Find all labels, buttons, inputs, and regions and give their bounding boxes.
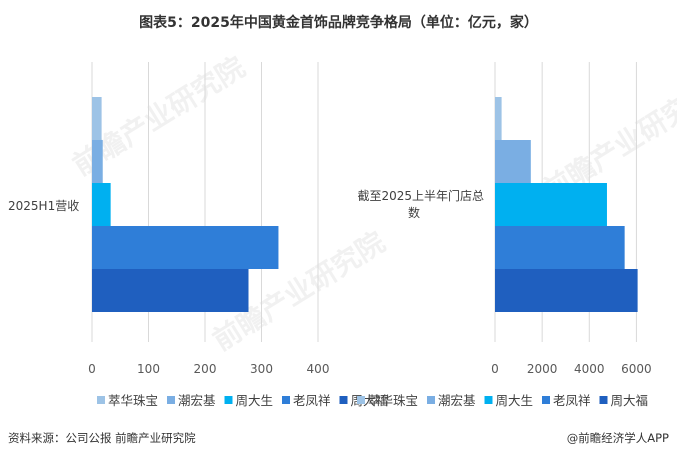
x-tick-label: 200: [194, 362, 217, 376]
bar: [495, 183, 607, 226]
legend-label: 周大生: [496, 393, 534, 408]
legend-swatch: [224, 396, 233, 404]
legend-swatch: [599, 396, 608, 404]
legend-swatch: [357, 396, 365, 404]
bar: [92, 140, 103, 183]
legend-swatch: [427, 396, 435, 404]
legend-swatch: [97, 396, 105, 404]
x-tick-label: 0: [88, 362, 96, 376]
chart-title: 图表5：2025年中国黄金首饰品牌竞争格局（单位：亿元，家）: [139, 15, 538, 31]
x-tick-label: 100: [137, 362, 160, 376]
bar: [92, 97, 102, 140]
bar: [495, 140, 531, 183]
legend-label: 老凤祥: [553, 393, 591, 408]
x-tick-label: 0: [491, 362, 499, 376]
category-label: 截至2025上半年门店总: [357, 188, 484, 203]
legend-swatch: [542, 396, 550, 404]
x-tick-label: 400: [307, 362, 330, 376]
legend-label: 老凤祥: [293, 393, 331, 408]
x-tick-label: 300: [250, 362, 273, 376]
category-label: 2025H1营收: [8, 199, 79, 213]
bar: [495, 97, 502, 140]
legend-label: 潮宏基: [178, 393, 216, 408]
legend-swatch: [339, 396, 348, 404]
legend-swatch: [484, 396, 493, 404]
legend-label: 周大生: [236, 393, 274, 408]
x-tick-label: 6000: [621, 362, 652, 376]
legend-label: 萃华珠宝: [108, 393, 158, 408]
legend-label: 周大福: [611, 393, 649, 408]
bar: [92, 183, 111, 226]
source-note: 资料来源：公司公报 前瞻产业研究院: [8, 431, 196, 445]
legend-swatch: [167, 396, 175, 404]
bar: [92, 226, 279, 269]
bar: [495, 269, 638, 312]
legend-swatch: [282, 396, 290, 404]
x-tick-label: 2000: [527, 362, 558, 376]
credit-note: @前瞻经济学人APP: [566, 431, 669, 445]
category-label: 数: [408, 205, 420, 220]
x-tick-label: 4000: [574, 362, 605, 376]
bar: [92, 269, 249, 312]
legend-label: 萃华珠宝: [368, 393, 418, 408]
legend-label: 潮宏基: [438, 393, 476, 408]
bar: [495, 226, 625, 269]
